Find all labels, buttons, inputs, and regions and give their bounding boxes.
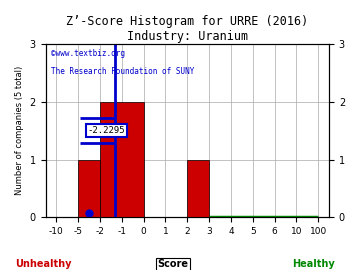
Bar (100, 102, 144, 217)
Bar (78, 160, 100, 217)
Bar (187, 160, 209, 217)
Text: Score: Score (157, 259, 188, 269)
Text: -2.2295: -2.2295 (88, 126, 125, 135)
Text: The Research Foundation of SUNY: The Research Foundation of SUNY (51, 67, 194, 76)
Y-axis label: Number of companies (5 total): Number of companies (5 total) (15, 66, 24, 195)
Text: Unhealthy: Unhealthy (15, 259, 71, 269)
Text: ©www.textbiz.org: ©www.textbiz.org (51, 49, 125, 58)
Title: Z’-Score Histogram for URRE (2016)
Industry: Uranium: Z’-Score Histogram for URRE (2016) Indus… (66, 15, 309, 43)
Text: Healthy: Healthy (292, 259, 334, 269)
